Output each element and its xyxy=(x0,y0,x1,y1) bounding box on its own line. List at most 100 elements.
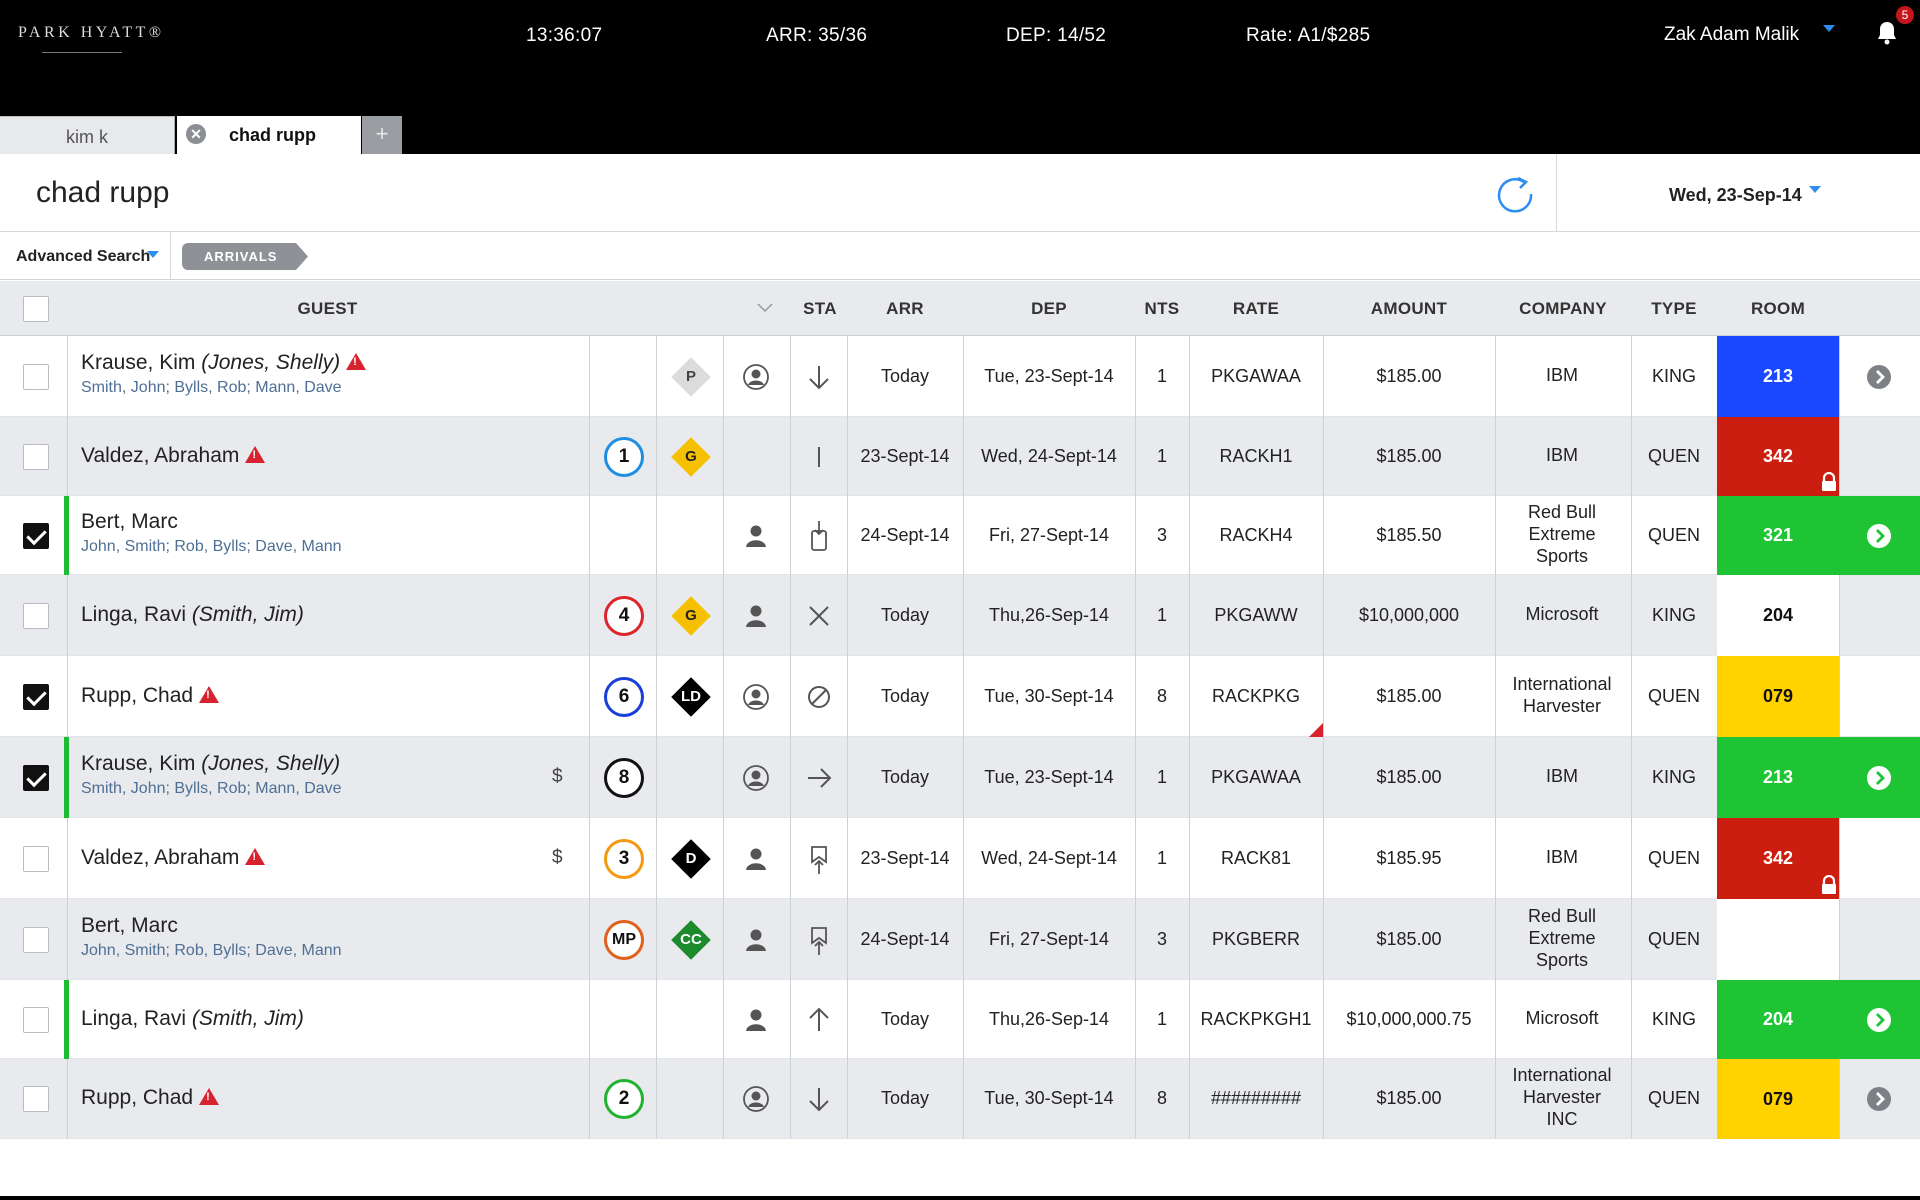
row-checkbox[interactable] xyxy=(23,443,49,470)
warning-icon xyxy=(245,445,266,463)
column-divider xyxy=(67,818,68,899)
table-row[interactable]: Bert, Marc John, Smith; Rob, Bylls; Dave,… xyxy=(0,496,1920,575)
column-header-amount[interactable]: AMOUNT xyxy=(1370,299,1448,318)
guest-name[interactable]: Krause, Kim (Jones, Shelly) xyxy=(81,752,340,776)
column-divider xyxy=(963,899,964,980)
column-divider xyxy=(656,737,657,818)
rate-code: ######### xyxy=(1210,1088,1302,1108)
column-divider xyxy=(847,899,848,980)
room-number[interactable]: 079 xyxy=(1717,656,1839,737)
column-header-guest[interactable]: GUEST xyxy=(297,299,358,318)
arrow-down-icon xyxy=(809,1088,829,1112)
row-checkbox[interactable] xyxy=(23,683,49,710)
refresh-icon[interactable] xyxy=(1494,173,1536,215)
amount: $185.00 xyxy=(1376,445,1442,466)
select-all-checkbox[interactable] xyxy=(23,296,49,322)
row-checkbox[interactable] xyxy=(23,363,49,390)
chevron-down-icon[interactable] xyxy=(1823,25,1835,32)
column-divider xyxy=(656,818,657,899)
add-tab-button[interactable]: + xyxy=(362,116,402,154)
row-checkbox[interactable] xyxy=(23,764,49,791)
column-divider xyxy=(589,1059,590,1139)
room-number[interactable]: 342 xyxy=(1717,417,1839,496)
guest-name[interactable]: Rupp, Chad xyxy=(81,1086,220,1110)
membership-label: G xyxy=(685,447,697,465)
table-row[interactable]: Valdez, Abraham $3 D 23-Sept-14 Wed, 24-Sept… xyxy=(0,818,1920,899)
amount: $185.95 xyxy=(1376,847,1442,868)
guest-name[interactable]: Krause, Kim (Jones, Shelly) xyxy=(81,351,367,375)
table-row[interactable]: Krause, Kim (Jones, Shelly) Smith, John; … xyxy=(0,737,1920,818)
column-divider xyxy=(589,899,590,980)
column-header-sta[interactable]: STA xyxy=(803,299,837,318)
room-number[interactable]: 321 xyxy=(1717,496,1839,575)
column-divider xyxy=(589,818,590,899)
table-row[interactable]: Bert, Marc John, Smith; Rob, Bylls; Dave,… xyxy=(0,899,1920,980)
chevron-down-icon[interactable] xyxy=(757,303,773,313)
table-row[interactable]: Rupp, Chad 6 LD Today Tue, 30-Sept-14 8 RACKPK… xyxy=(0,656,1920,737)
room-number[interactable]: 204 xyxy=(1717,575,1839,656)
column-header-dep[interactable]: DEP xyxy=(1031,299,1067,318)
chevron-right-icon[interactable] xyxy=(1867,1087,1891,1111)
room-number[interactable]: 342 xyxy=(1717,818,1839,899)
row-checkbox[interactable] xyxy=(23,926,49,953)
arrival-date: 24-Sept-14 xyxy=(860,524,950,545)
guest-profile-icon xyxy=(743,1086,769,1112)
guest-name[interactable]: Linga, Ravi (Smith, Jim) xyxy=(81,603,304,627)
row-checkbox[interactable] xyxy=(23,1006,49,1033)
column-header-nts[interactable]: NTS xyxy=(1144,299,1180,318)
room-type: QUEN xyxy=(1647,445,1700,466)
top-bar: PARK HYATT® 13:36:07 ARR: 35/36 DEP: 14/… xyxy=(0,0,1920,154)
guest-name[interactable]: Valdez, Abraham xyxy=(81,846,266,870)
row-checkbox[interactable] xyxy=(23,845,49,872)
membership-diamond-badge: D xyxy=(671,838,711,879)
chevron-down-icon[interactable] xyxy=(1809,186,1821,193)
tab-chad-rupp[interactable]: ✕ chad rupp xyxy=(177,116,361,154)
column-header-type[interactable]: TYPE xyxy=(1651,299,1697,318)
rate-summary: Rate: A1/$285 xyxy=(1246,25,1371,46)
room-number[interactable]: 204 xyxy=(1717,980,1839,1059)
table-row[interactable]: Valdez, Abraham 1 G 23-Sept-14 Wed, 24-Sept-… xyxy=(0,417,1920,496)
chevron-down-icon[interactable] xyxy=(147,251,159,258)
room-action-button[interactable] xyxy=(1839,980,1920,1059)
column-header-room[interactable]: ROOM xyxy=(1750,299,1806,318)
column-divider xyxy=(656,656,657,737)
table-row[interactable]: Linga, Ravi (Smith, Jim) 4 G Today Thu,26-Se… xyxy=(0,575,1920,656)
table-row[interactable]: Krause, Kim (Jones, Shelly) Smith, John; … xyxy=(0,336,1920,417)
room-action-button[interactable] xyxy=(1839,496,1920,575)
loyalty-tier-badge: MP xyxy=(604,919,644,960)
row-checkbox[interactable] xyxy=(23,602,49,629)
room-type: QUEN xyxy=(1647,847,1700,868)
table-row[interactable]: Rupp, Chad 2 Today Tue, 30-Sept-14 8 ########… xyxy=(0,1059,1920,1139)
guest-name[interactable]: Linga, Ravi (Smith, Jim) xyxy=(81,1007,304,1031)
column-divider xyxy=(723,980,724,1059)
column-divider xyxy=(1839,1059,1840,1139)
guest-name[interactable]: Valdez, Abraham xyxy=(81,444,266,468)
guest-name[interactable]: Bert, Marc xyxy=(81,510,178,534)
arrivals-filter-chip[interactable]: ARRIVALS xyxy=(182,243,308,270)
room-number[interactable] xyxy=(1717,899,1839,980)
bell-icon[interactable] xyxy=(1875,20,1899,46)
guest-name-text: Bert, Marc xyxy=(81,913,178,937)
tab-kim-k[interactable]: kim k xyxy=(0,116,175,154)
column-divider xyxy=(963,737,964,818)
room-number[interactable]: 213 xyxy=(1717,336,1839,417)
row-checkbox[interactable] xyxy=(23,522,49,549)
close-icon[interactable]: ✕ xyxy=(186,124,206,144)
column-header-rate[interactable]: RATE xyxy=(1232,299,1280,318)
table-row[interactable]: Linga, Ravi (Smith, Jim) Today Thu,26-Sep-… xyxy=(0,980,1920,1059)
date-picker[interactable]: Wed, 23-Sep-14 xyxy=(1669,185,1802,205)
column-header-arr[interactable]: ARR xyxy=(886,299,924,318)
arrival-date: Today xyxy=(880,766,930,787)
room-number[interactable]: 079 xyxy=(1717,1059,1839,1139)
advanced-search-dropdown[interactable]: Advanced Search xyxy=(16,248,151,265)
room-action-button[interactable] xyxy=(1839,737,1920,818)
column-header-company[interactable]: COMPANY xyxy=(1519,299,1607,318)
room-number[interactable]: 213 xyxy=(1717,737,1839,818)
chevron-right-icon[interactable] xyxy=(1867,364,1891,389)
guest-name[interactable]: Rupp, Chad xyxy=(81,684,220,708)
user-menu[interactable]: Zak Adam Malik xyxy=(1664,24,1800,45)
accompanying-guests: Smith, John; Bylls, Rob; Mann, Dave xyxy=(81,779,342,797)
guest-name[interactable]: Bert, Marc xyxy=(81,914,178,938)
warning-icon xyxy=(245,847,266,865)
row-checkbox[interactable] xyxy=(23,1086,49,1112)
